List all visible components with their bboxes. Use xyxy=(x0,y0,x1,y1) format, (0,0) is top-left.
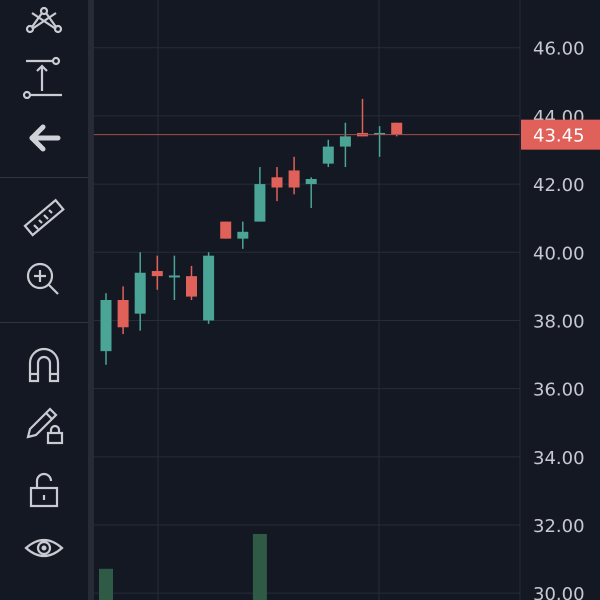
magnet-button[interactable] xyxy=(14,340,74,390)
price-tick-label: 30.00 xyxy=(533,584,585,600)
price-tick-label: 42.00 xyxy=(533,175,585,196)
candle-body xyxy=(237,231,249,239)
visibility-button[interactable] xyxy=(14,523,74,573)
pattern-icon xyxy=(25,6,63,34)
zoom-in-button[interactable] xyxy=(14,255,74,305)
volume-bar xyxy=(252,534,267,600)
last-price-label: 43.45 xyxy=(533,126,585,147)
price-range-button[interactable] xyxy=(14,52,74,102)
candle-body xyxy=(305,178,317,185)
candle-body xyxy=(168,275,180,278)
price-tick-label: 40.00 xyxy=(533,243,585,264)
candle-body xyxy=(374,132,386,135)
chart-grid xyxy=(94,0,520,600)
pattern-tool-button[interactable] xyxy=(14,0,74,40)
lock-drawings-button[interactable] xyxy=(14,400,74,450)
last-price-badge xyxy=(521,119,600,150)
candle-body xyxy=(100,300,112,352)
ruler-icon xyxy=(23,198,65,237)
price-range-icon xyxy=(22,56,62,99)
candle-body xyxy=(134,272,146,314)
candle-body xyxy=(254,184,266,222)
candle-body xyxy=(220,221,232,239)
candle-body xyxy=(271,177,283,188)
toolbar-separator xyxy=(0,322,88,323)
candle-body xyxy=(151,271,163,277)
toolbar-border xyxy=(88,0,94,600)
price-tick-label: 34.00 xyxy=(533,448,585,469)
candle-body xyxy=(391,122,403,135)
back-button[interactable] xyxy=(14,113,74,163)
arrow-left-icon xyxy=(29,124,61,152)
candles xyxy=(100,98,403,365)
price-tick-label: 36.00 xyxy=(533,380,585,401)
candle-body xyxy=(288,170,300,188)
volume-bars xyxy=(99,534,267,600)
pencil-lock-icon xyxy=(26,407,64,445)
candle-body xyxy=(322,146,334,164)
candle-body xyxy=(203,255,215,321)
candle-body xyxy=(186,276,197,297)
price-axis: 46.0044.0042.0040.0038.0036.0034.0032.00… xyxy=(519,0,600,600)
unlock-icon xyxy=(29,472,59,508)
eye-icon xyxy=(24,538,64,558)
lock-button[interactable] xyxy=(14,465,74,515)
volume-bar xyxy=(99,568,113,600)
candle-body xyxy=(117,300,129,328)
toolbar-separator xyxy=(0,177,88,178)
ruler-button[interactable] xyxy=(14,194,74,244)
drawing-toolbar xyxy=(0,0,88,600)
magnet-icon xyxy=(28,347,60,383)
price-tick-label: 38.00 xyxy=(533,311,585,332)
price-tick-label: 32.00 xyxy=(533,516,585,537)
zoom-in-icon xyxy=(26,262,59,295)
candle-body xyxy=(339,136,351,147)
price-tick-label: 46.00 xyxy=(533,39,585,60)
